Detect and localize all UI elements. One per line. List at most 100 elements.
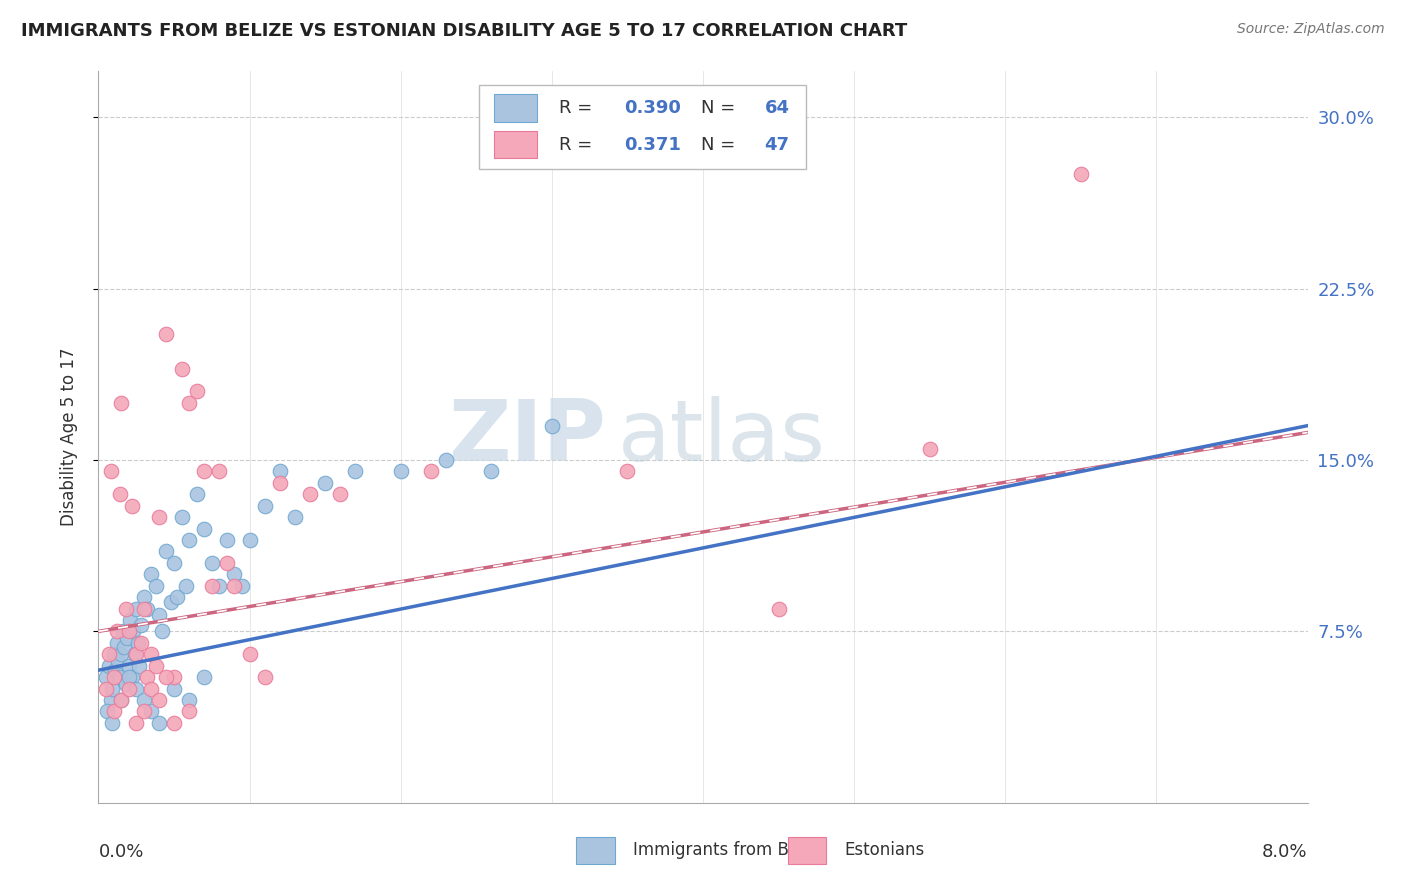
Text: 0.390: 0.390 — [624, 99, 682, 117]
Point — [163, 670, 186, 684]
Point — [201, 579, 224, 593]
Point — [1070, 167, 1092, 181]
Point — [150, 624, 173, 639]
Point — [239, 533, 262, 547]
Point — [179, 396, 201, 410]
Point — [125, 601, 148, 615]
Point — [179, 693, 201, 707]
Point — [104, 663, 127, 677]
FancyBboxPatch shape — [576, 838, 614, 863]
Text: ZIP: ZIP — [449, 395, 606, 479]
Point — [121, 670, 143, 684]
Point — [108, 670, 131, 684]
Text: IMMIGRANTS FROM BELIZE VS ESTONIAN DISABILITY AGE 5 TO 17 CORRELATION CHART: IMMIGRANTS FROM BELIZE VS ESTONIAN DISAB… — [21, 22, 907, 40]
Point — [121, 499, 143, 513]
Point — [125, 681, 148, 696]
Point — [179, 533, 201, 547]
Point — [186, 487, 208, 501]
Point — [208, 579, 231, 593]
Point — [141, 567, 163, 582]
Point — [94, 670, 117, 684]
Point — [129, 617, 152, 632]
Point — [101, 681, 124, 696]
Text: 64: 64 — [765, 99, 790, 117]
Point — [127, 636, 149, 650]
Point — [98, 658, 121, 673]
Point — [103, 670, 125, 684]
Text: 0.371: 0.371 — [624, 136, 682, 153]
Text: atlas: atlas — [619, 395, 827, 479]
Point — [314, 475, 336, 490]
Point — [103, 705, 125, 719]
Point — [110, 396, 132, 410]
Point — [98, 647, 121, 661]
Point — [299, 487, 322, 501]
Point — [253, 670, 276, 684]
Point — [163, 715, 186, 730]
Point — [284, 510, 307, 524]
Text: Immigrants from Belize: Immigrants from Belize — [633, 841, 827, 859]
Point — [174, 579, 197, 593]
Point — [118, 624, 141, 639]
Point — [420, 464, 443, 478]
Text: R =: R = — [560, 136, 598, 153]
Point — [118, 658, 141, 673]
Point — [170, 361, 193, 376]
Point — [110, 693, 132, 707]
Point — [145, 658, 167, 673]
Point — [114, 677, 136, 691]
FancyBboxPatch shape — [494, 94, 537, 122]
Point — [141, 681, 163, 696]
Point — [239, 647, 262, 661]
Point — [141, 647, 163, 661]
Point — [132, 590, 155, 604]
Point — [114, 601, 136, 615]
Point — [163, 556, 186, 570]
Point — [179, 705, 201, 719]
Text: Estonians: Estonians — [845, 841, 925, 859]
Point — [224, 567, 246, 582]
Point — [768, 601, 790, 615]
Point — [141, 705, 163, 719]
Text: N =: N = — [700, 136, 741, 153]
Point — [166, 590, 188, 604]
Point — [193, 521, 215, 535]
Point — [125, 715, 148, 730]
Y-axis label: Disability Age 5 to 17: Disability Age 5 to 17 — [59, 348, 77, 526]
Point — [193, 464, 215, 478]
Point — [329, 487, 352, 501]
Point — [94, 681, 117, 696]
Point — [101, 715, 124, 730]
Text: N =: N = — [700, 99, 741, 117]
Point — [125, 647, 148, 661]
Text: 47: 47 — [765, 136, 790, 153]
Text: 0.0%: 0.0% — [98, 843, 143, 861]
Point — [145, 579, 167, 593]
Point — [128, 658, 150, 673]
Point — [148, 510, 170, 524]
Point — [148, 608, 170, 623]
Point — [540, 418, 562, 433]
Point — [215, 533, 238, 547]
Point — [110, 647, 132, 661]
Point — [170, 510, 193, 524]
FancyBboxPatch shape — [787, 838, 827, 863]
Point — [269, 464, 291, 478]
Point — [132, 601, 155, 615]
Point — [918, 442, 941, 456]
Point — [155, 544, 177, 558]
Point — [100, 464, 122, 478]
Point — [135, 670, 157, 684]
FancyBboxPatch shape — [479, 85, 806, 169]
Point — [111, 624, 134, 639]
Point — [160, 594, 183, 608]
Point — [132, 693, 155, 707]
Point — [100, 693, 122, 707]
Point — [208, 464, 231, 478]
Text: Source: ZipAtlas.com: Source: ZipAtlas.com — [1237, 22, 1385, 37]
Point — [201, 556, 224, 570]
Point — [135, 601, 157, 615]
Point — [105, 624, 128, 639]
Point — [120, 613, 142, 627]
Point — [96, 705, 118, 719]
